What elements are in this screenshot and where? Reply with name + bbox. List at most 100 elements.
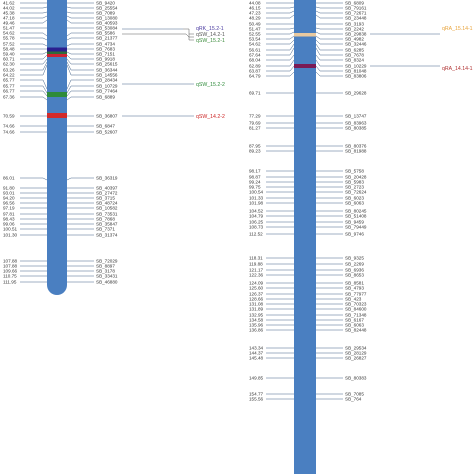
marker-connector-right <box>315 47 343 56</box>
qtl-label: qRA_14.14-1 <box>442 66 473 72</box>
marker-position: 128.66 <box>249 297 263 302</box>
marker-position: 144.37 <box>249 351 263 356</box>
marker-position: 112.52 <box>249 232 263 237</box>
marker-position: 66.77 <box>3 89 15 94</box>
marker-connector-left <box>20 58 48 65</box>
marker-position: 94.20 <box>3 196 15 201</box>
marker-name: SB_32446 <box>345 42 367 47</box>
marker-connector-right <box>315 27 343 30</box>
marker-connector-left <box>266 39 295 45</box>
marker-name: SB_3178 <box>96 269 115 274</box>
marker-position: 134.58 <box>249 318 263 323</box>
marker-name: SB_80383 <box>345 376 367 381</box>
marker-name: SB_72029 <box>96 259 118 264</box>
marker-name: SB_2723 <box>345 185 364 190</box>
marker-name: SB_6285 <box>345 48 364 53</box>
marker-connector-right <box>66 79 94 90</box>
qtl-label: qRK_15.2-1 <box>196 26 224 32</box>
qtl-label: qRA_15.14-1 <box>442 26 473 32</box>
marker-connector-left <box>20 32 48 37</box>
marker-position: 46.15 <box>249 6 261 11</box>
marker-connector-right <box>315 31 343 35</box>
marker-connector-left <box>20 37 48 41</box>
marker-position: 104.79 <box>249 214 263 219</box>
marker-connector-left <box>20 15 48 19</box>
marker-name: SB_23448 <box>345 16 367 21</box>
marker-connector-left <box>20 177 48 181</box>
marker-position: 154.77 <box>249 392 263 397</box>
marker-name: SB_2242 <box>345 27 364 32</box>
marker-name: SB_8581 <box>345 281 364 286</box>
marker-connector-left <box>266 65 295 72</box>
marker-name: SB_72624 <box>345 190 367 195</box>
marker-position: 143.34 <box>249 346 263 351</box>
marker-name: SB_8324 <box>345 58 364 63</box>
marker-position: 69.71 <box>249 91 261 96</box>
marker-connector-right <box>66 54 94 60</box>
marker-name: SB_28434 <box>96 78 118 83</box>
marker-connector-right <box>66 85 94 94</box>
left-marker-names: SB_9420SB_25554SB_7089SB_13080SB_40593SB… <box>96 1 118 285</box>
marker-position: 124.09 <box>249 281 263 286</box>
marker-name: SB_77464 <box>96 89 118 94</box>
marker-name: SB_7683 <box>96 47 115 52</box>
marker-position: 68.04 <box>249 58 261 63</box>
marker-name: SB_9325 <box>345 256 364 261</box>
marker-position: 51.47 <box>249 27 261 32</box>
marker-name: SB_29838 <box>345 32 367 37</box>
marker-connector-left <box>20 85 48 94</box>
marker-connector-right <box>315 10 343 14</box>
marker-name: SB_6809 <box>345 1 364 6</box>
marker-name: SB_28129 <box>345 351 367 356</box>
marker-connector-left <box>266 27 295 30</box>
right-positions: 44.0846.1547.2348.2950.4951.4752.5553.54… <box>249 1 263 402</box>
marker-position: 57.52 <box>3 42 15 47</box>
marker-position: 93.01 <box>3 191 15 196</box>
marker-name: SB_7089 <box>96 11 115 16</box>
marker-name: SB_3193 <box>345 22 364 27</box>
marker-name: SB_6063 <box>345 201 364 206</box>
marker-connector-right <box>66 15 94 19</box>
marker-position: 41.62 <box>3 1 15 6</box>
marker-name: SB_7868 <box>96 217 115 222</box>
marker-position: 67.64 <box>249 53 261 58</box>
marker-name: SB_26827 <box>345 356 367 361</box>
marker-position: 49.46 <box>3 21 15 26</box>
marker-position: 67.36 <box>3 95 15 100</box>
marker-position: 51.47 <box>3 26 15 31</box>
marker-name: SB_4734 <box>96 42 115 47</box>
marker-connector-left <box>20 19 48 24</box>
marker-connector-right <box>66 37 94 41</box>
marker-position: 131.89 <box>249 307 263 312</box>
marker-name: SB_6889 <box>96 95 115 100</box>
marker-connector-left <box>20 96 48 101</box>
marker-connector-right <box>66 43 94 47</box>
marker-name: SB_20428 <box>345 175 367 180</box>
marker-connector-left <box>20 43 48 47</box>
marker-position: 62.30 <box>3 62 15 67</box>
marker-position: 107.88 <box>3 259 17 264</box>
qtl-label: qSW_15.2-2 <box>196 82 225 88</box>
marker-name: SB_46880 <box>96 280 118 285</box>
marker-position: 107.88 <box>3 264 17 269</box>
marker-name: SB_27472 <box>96 191 118 196</box>
marker-name: SB_7085 <box>345 392 364 397</box>
marker-position: 125.60 <box>249 286 263 291</box>
left-qtl-labels: qRK_15.2-1 qSW_14.2-1 qSW_15.2-1 qSW_15.… <box>122 26 225 120</box>
marker-position: 59.40 <box>3 52 15 57</box>
marker-connector-left <box>20 61 48 71</box>
marker-connector-right <box>315 39 343 45</box>
marker-position: 111.95 <box>3 280 17 285</box>
marker-name: SB_14556 <box>96 73 118 78</box>
marker-name: SB_7678 <box>345 53 364 58</box>
marker-connector-right <box>315 14 343 19</box>
marker-name: SB_3715 <box>96 196 115 201</box>
marker-name: SB_764 <box>345 397 362 402</box>
marker-position: 98.43 <box>3 217 15 222</box>
marker-name: SB_79449 <box>345 225 367 230</box>
marker-position: 100.51 <box>3 227 17 232</box>
marker-connector-left <box>20 90 48 97</box>
marker-name: SB_8653 <box>345 273 364 278</box>
marker-connector-right <box>66 96 94 101</box>
marker-position: 99.24 <box>249 180 261 185</box>
